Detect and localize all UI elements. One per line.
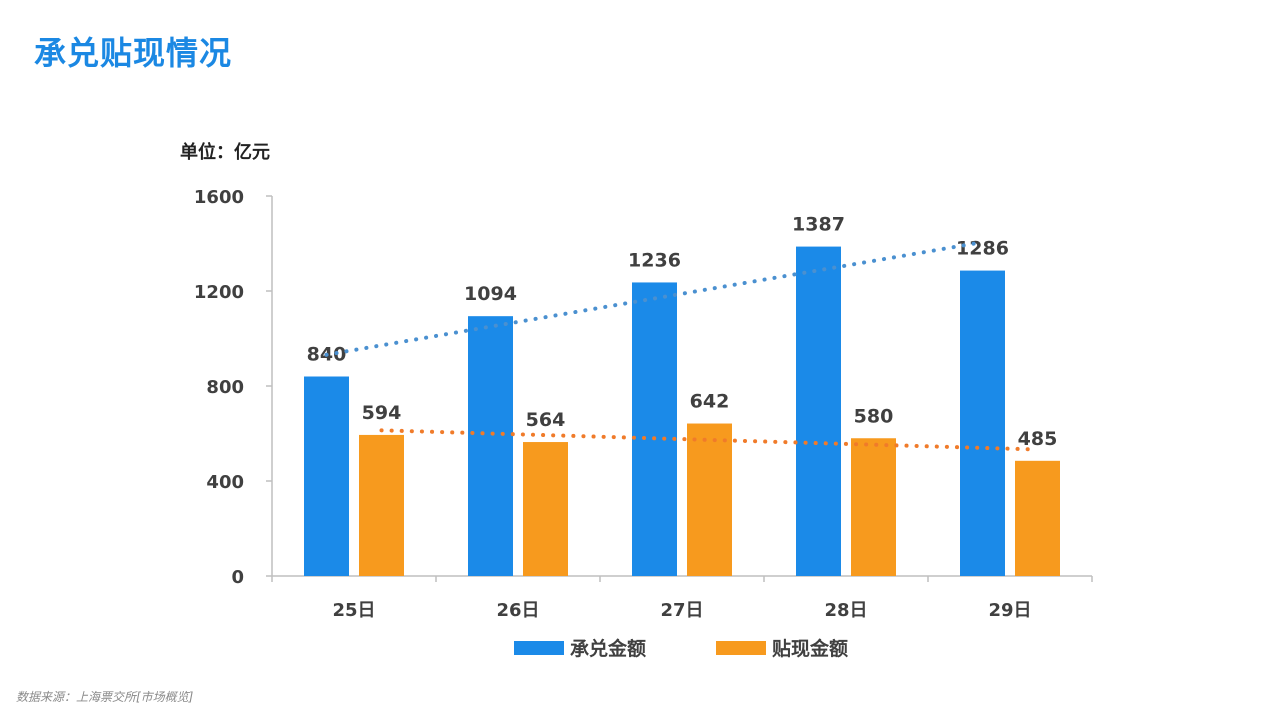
trendline-discount	[379, 428, 1040, 452]
bar-acceptance	[632, 282, 677, 576]
x-category-label: 26日	[496, 600, 539, 621]
source-note: 数据来源：上海票交所[市场概览]	[16, 690, 194, 704]
bar-discount	[523, 442, 568, 576]
data-label: 580	[854, 405, 894, 427]
x-category-label: 28日	[824, 600, 867, 621]
bar-discount	[359, 434, 404, 576]
bar-acceptance	[468, 316, 513, 576]
trendline-acceptance	[324, 240, 985, 357]
unit-label: 单位：亿元	[180, 142, 270, 163]
data-label: 594	[362, 402, 402, 424]
y-tick-label: 400	[206, 472, 244, 493]
x-category-label: 27日	[660, 600, 703, 621]
data-label: 1236	[628, 249, 681, 271]
x-category-label: 29日	[988, 600, 1031, 621]
y-tick-label: 1600	[194, 187, 244, 208]
data-label: 1387	[792, 214, 845, 236]
data-label: 564	[526, 409, 566, 431]
bar-acceptance	[304, 376, 349, 576]
bar-acceptance	[960, 270, 1005, 576]
legend-label: 承兑金额	[570, 637, 646, 660]
x-category-label: 25日	[332, 600, 375, 621]
y-tick-label: 800	[206, 377, 244, 398]
y-tick-label: 0	[231, 567, 244, 588]
data-label: 642	[690, 391, 730, 413]
bar-discount	[1015, 460, 1060, 576]
bar-acceptance	[796, 246, 841, 576]
page-title: 承兑贴现情况	[34, 34, 233, 72]
bar-discount	[851, 438, 896, 576]
bar-discount	[687, 423, 732, 576]
legend-swatch	[514, 641, 564, 655]
data-label: 485	[1018, 428, 1058, 450]
data-label: 1286	[956, 238, 1009, 260]
legend-swatch	[716, 641, 766, 655]
legend-label: 贴现金额	[772, 637, 848, 660]
data-label: 1094	[464, 283, 517, 305]
y-tick-label: 1200	[194, 282, 244, 303]
